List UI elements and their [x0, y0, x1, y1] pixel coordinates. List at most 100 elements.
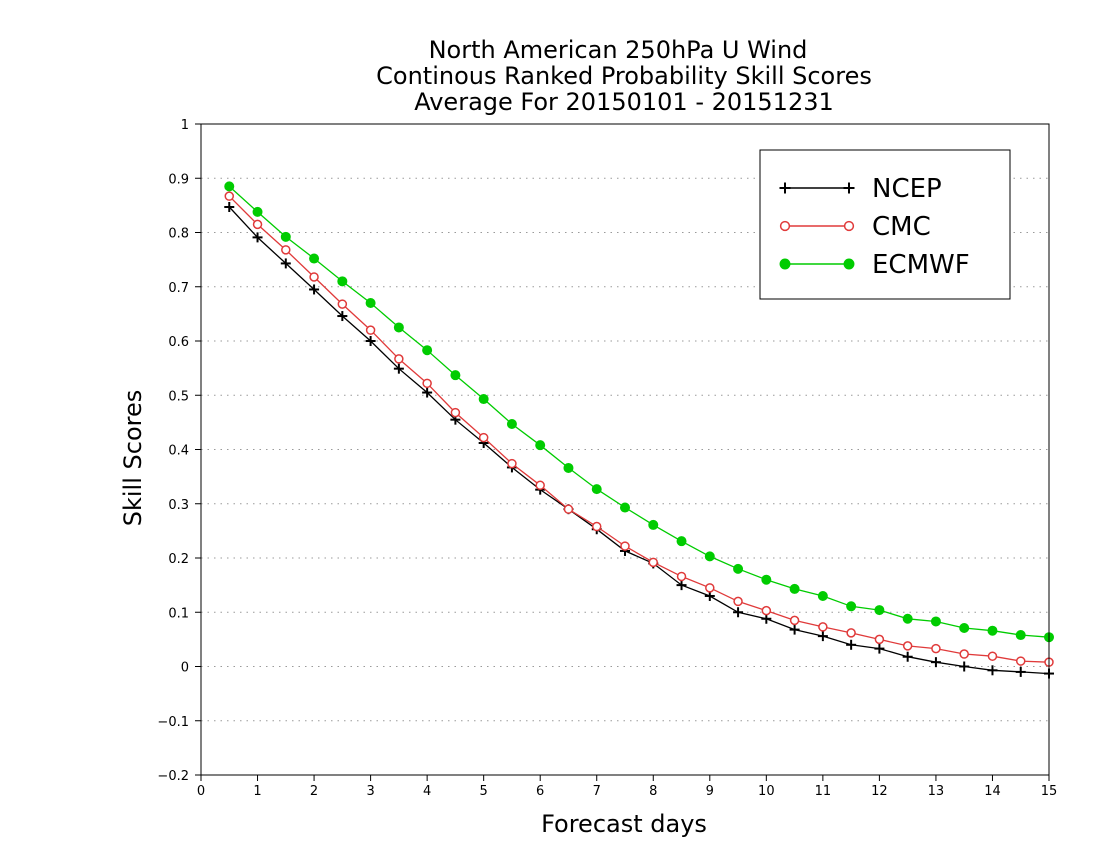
y-axis: −0.2 −0.1 0 0.1 0.2 0.3 0.4 0.5 0.6 0.7 0.8 0.9 1 [157, 118, 201, 784]
data-point [309, 284, 320, 295]
data-point [478, 432, 489, 443]
x-tick-label: 6 [536, 784, 544, 799]
data-point [450, 370, 461, 381]
data-point [620, 502, 630, 513]
data-point [902, 613, 913, 624]
data-point [337, 299, 348, 309]
data-point [733, 563, 744, 574]
data-point [843, 182, 855, 194]
y-tick-label: 0.9 [168, 172, 189, 187]
gridlines [201, 177, 1049, 722]
data-point [959, 661, 970, 672]
data-point [365, 298, 376, 309]
data-point [224, 181, 235, 192]
data-point [535, 480, 545, 491]
x-tick-label: 7 [593, 784, 601, 799]
data-point [846, 628, 856, 638]
x-tick-label: 14 [984, 784, 1001, 799]
y-tick-label: −0.2 [157, 769, 189, 784]
data-point [591, 521, 602, 532]
data-point [422, 345, 433, 356]
data-point [309, 272, 319, 282]
x-tick-label: 0 [197, 784, 205, 799]
data-point [843, 220, 855, 232]
series-layer [224, 181, 1054, 679]
x-tick-label: 1 [253, 784, 261, 799]
data-point [789, 615, 800, 626]
y-tick-label: 0.2 [168, 552, 189, 567]
data-point [704, 551, 715, 562]
x-tick-label: 5 [480, 784, 488, 799]
chart-title: North American 250hPa U Wind Continous R… [376, 36, 872, 116]
y-tick-label: 0.6 [168, 335, 189, 350]
x-axis: 0 1 2 3 4 5 6 7 8 9 10 11 12 13 14 15 [197, 775, 1057, 799]
data-point [281, 245, 291, 255]
y-axis-label: Skill Scores [119, 390, 147, 527]
data-point [761, 605, 772, 616]
data-point [733, 607, 744, 618]
y-tick-label: −0.1 [157, 715, 189, 730]
legend-box [759, 149, 1011, 300]
data-point [393, 363, 404, 374]
data-point [535, 440, 546, 451]
y-tick-label: 0.8 [168, 227, 189, 242]
data-point [280, 231, 291, 242]
x-tick-label: 4 [423, 784, 431, 799]
data-point [846, 601, 857, 612]
data-point [779, 258, 791, 270]
y-tick-label: 0.4 [168, 444, 189, 459]
legend-label: NCEP [872, 174, 942, 204]
data-point [478, 394, 489, 405]
chart-title-line-2: Continous Ranked Probability Skill Score… [376, 62, 872, 90]
data-point [874, 634, 885, 645]
data-point [252, 232, 263, 243]
x-tick-label: 12 [871, 784, 888, 799]
x-tick-label: 2 [310, 784, 318, 799]
data-point [1015, 630, 1026, 641]
y-tick-label: 1 [181, 118, 189, 133]
data-point [648, 519, 659, 530]
data-point [779, 182, 791, 194]
data-point [705, 583, 715, 593]
data-point [817, 590, 828, 601]
legend-item-ncep: NCEP [779, 174, 942, 204]
data-point [987, 665, 998, 676]
data-point [789, 624, 800, 635]
data-point [563, 504, 574, 514]
data-point [902, 641, 913, 651]
x-tick-label: 13 [928, 784, 945, 799]
data-point [309, 253, 320, 264]
series-ecmwf [224, 181, 1054, 643]
data-point [761, 613, 772, 624]
data-point [930, 616, 941, 627]
data-point [843, 258, 855, 270]
chart-title-line-3: Average For 20150101 - 20151231 [414, 88, 834, 116]
data-point [252, 206, 263, 217]
data-point [874, 605, 885, 616]
legend-label: ECMWF [872, 250, 970, 280]
data-point [1015, 666, 1026, 677]
y-tick-label: 0.5 [168, 389, 189, 404]
data-point [507, 458, 517, 469]
data-point [846, 639, 857, 650]
data-point [506, 419, 517, 430]
data-point [676, 571, 687, 582]
x-tick-label: 8 [649, 784, 657, 799]
data-point [422, 387, 433, 398]
x-tick-label: 3 [366, 784, 374, 799]
data-point [224, 191, 235, 201]
x-tick-label: 11 [815, 784, 832, 799]
data-point [789, 583, 800, 594]
data-point [761, 574, 772, 585]
x-axis-label: Forecast days [541, 810, 707, 838]
data-point [337, 311, 348, 322]
data-point [931, 643, 941, 654]
chart-title-line-1: North American 250hPa U Wind [429, 36, 808, 64]
data-point [676, 536, 687, 547]
x-tick-label: 10 [758, 784, 775, 799]
data-point [252, 219, 263, 230]
data-point [394, 354, 404, 364]
legend-label: CMC [872, 212, 931, 242]
legend: NCEP CMC ECMWF [759, 149, 1011, 300]
data-point [817, 631, 828, 642]
